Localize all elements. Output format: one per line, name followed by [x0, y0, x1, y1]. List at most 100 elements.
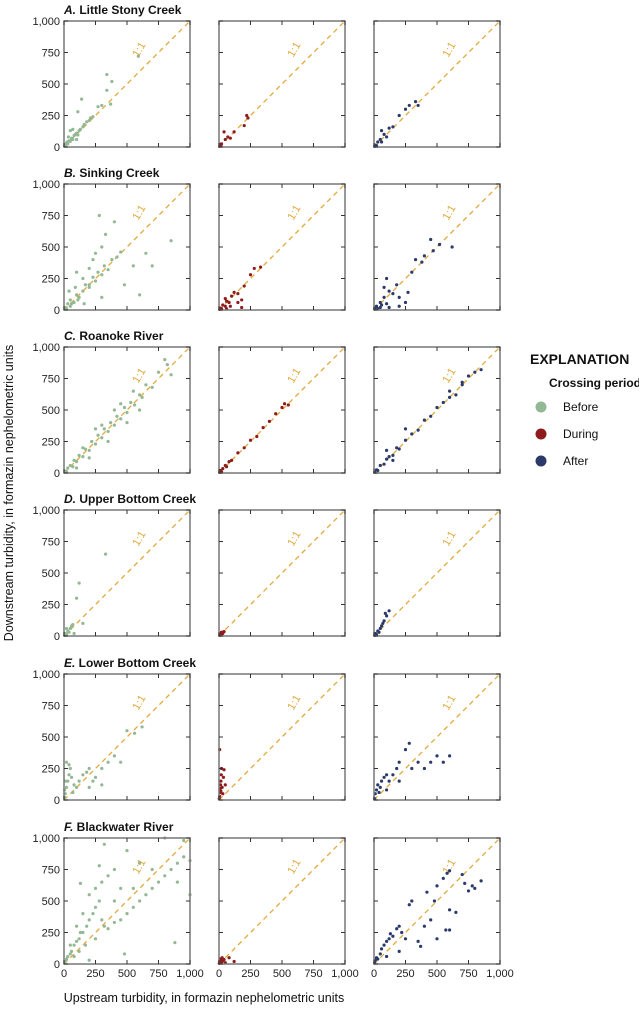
data-point-before [169, 239, 173, 243]
data-point-after [385, 135, 389, 139]
data-point-after [403, 107, 408, 111]
data-point-before [93, 251, 98, 255]
data-point-before [91, 912, 95, 916]
data-point-after [378, 952, 382, 956]
data-point-during [274, 412, 278, 416]
data-point-after [400, 930, 404, 935]
data-point-after [378, 300, 382, 305]
data-point-before [144, 383, 148, 387]
one-to-one-line [218, 673, 346, 801]
data-point-after [376, 957, 380, 961]
data-point-after [479, 879, 483, 883]
data-point-during [224, 299, 229, 303]
panel-row-e: E. Lower Bottom Creek1:102505007501,0001… [32, 656, 501, 807]
data-point-before [144, 251, 148, 255]
data-point-before [165, 363, 169, 367]
data-point-after [391, 292, 395, 296]
data-point-after [435, 884, 439, 888]
data-point-before [175, 880, 179, 884]
one-to-one-label: 1:1 [441, 366, 459, 385]
data-point-before [64, 626, 69, 631]
panel-title: C. Roanoke River [64, 329, 164, 343]
data-point-before [81, 930, 85, 935]
y-tick-label: 250 [42, 111, 60, 123]
data-point-before [100, 245, 104, 249]
data-point-before [66, 302, 70, 306]
data-point-before [131, 886, 135, 891]
data-point-after [441, 400, 445, 405]
data-point-before [68, 463, 72, 468]
data-point-before [144, 893, 148, 897]
data-point-before [115, 255, 119, 259]
one-to-one-label: 1:1 [286, 203, 304, 222]
data-point-before [87, 283, 91, 287]
legend-subtitle: Crossing period [549, 376, 639, 390]
data-point-before [131, 264, 135, 268]
data-point-before [106, 268, 110, 272]
data-point-after [374, 788, 379, 792]
data-point-after [422, 418, 426, 422]
data-point-after [397, 113, 401, 118]
data-point-after [403, 937, 408, 941]
data-point-after [374, 304, 379, 308]
data-point-after [444, 928, 448, 932]
plot-frame [63, 673, 191, 801]
x-tick-label: 750 [459, 968, 477, 980]
data-point-before [72, 300, 76, 305]
one-to-one-line [373, 346, 501, 474]
scatter-panel-before: 1:1 0 250 500 750 1,000 [32, 505, 191, 643]
legend-item-during: During [535, 427, 598, 441]
data-point-during [261, 426, 265, 430]
data-point-after [473, 886, 477, 891]
data-point-after [378, 785, 382, 790]
data-point-after [448, 754, 452, 758]
scatter-panel-during: 1:1 [218, 346, 346, 474]
data-point-after [407, 903, 411, 907]
one-to-one-label: 1:1 [286, 529, 304, 548]
data-point-before [105, 72, 109, 77]
panel-row-c: C. Roanoke River 1:1 0 250 500 750 1,000 1:1 1:1 [32, 329, 501, 480]
x-tick-label: 500 [428, 968, 446, 980]
data-point-during [252, 266, 256, 271]
data-point-before [87, 456, 91, 460]
legend-label: After [563, 454, 588, 468]
data-point-before [112, 867, 116, 872]
data-point-before [81, 621, 85, 626]
data-point-before [81, 125, 85, 129]
data-point-before [119, 250, 123, 254]
data-point-before [77, 295, 81, 299]
data-point-during [236, 451, 240, 455]
data-point-before [73, 285, 77, 289]
data-point-during [242, 284, 246, 288]
x-tick-label: 750 [149, 968, 167, 980]
data-point-before [83, 283, 88, 287]
panel-name: Upper Bottom Creek [79, 492, 196, 506]
data-point-before [68, 129, 72, 133]
one-to-one-line [218, 837, 346, 965]
plot-frame [63, 837, 191, 965]
scatter-panel-after: 1:1 [373, 183, 501, 311]
panel-letter: A. [63, 3, 79, 17]
data-point-before [156, 370, 161, 374]
data-point-after [429, 237, 433, 242]
data-point-before [129, 400, 133, 405]
scatter-panel-before: 1:1 0 250 500 750 1,000 [32, 669, 191, 807]
data-point-during [230, 458, 234, 462]
panel-letter: D. [64, 492, 79, 506]
legend-label: Before [563, 400, 599, 414]
data-point-before [100, 103, 104, 108]
data-point-during [286, 403, 290, 407]
data-point-before [76, 133, 80, 137]
data-point-during [236, 292, 240, 296]
data-point-before [106, 439, 110, 444]
data-point-after [383, 611, 387, 615]
data-point-before [87, 118, 91, 123]
one-to-one-label: 1:1 [131, 529, 149, 548]
data-point-before [112, 754, 116, 758]
data-point-before [75, 939, 79, 943]
x-tick-label: 250 [241, 968, 259, 980]
data-point-before [71, 137, 75, 142]
data-point-before [69, 775, 74, 779]
data-point-after [382, 295, 386, 299]
data-point-after [397, 295, 401, 299]
